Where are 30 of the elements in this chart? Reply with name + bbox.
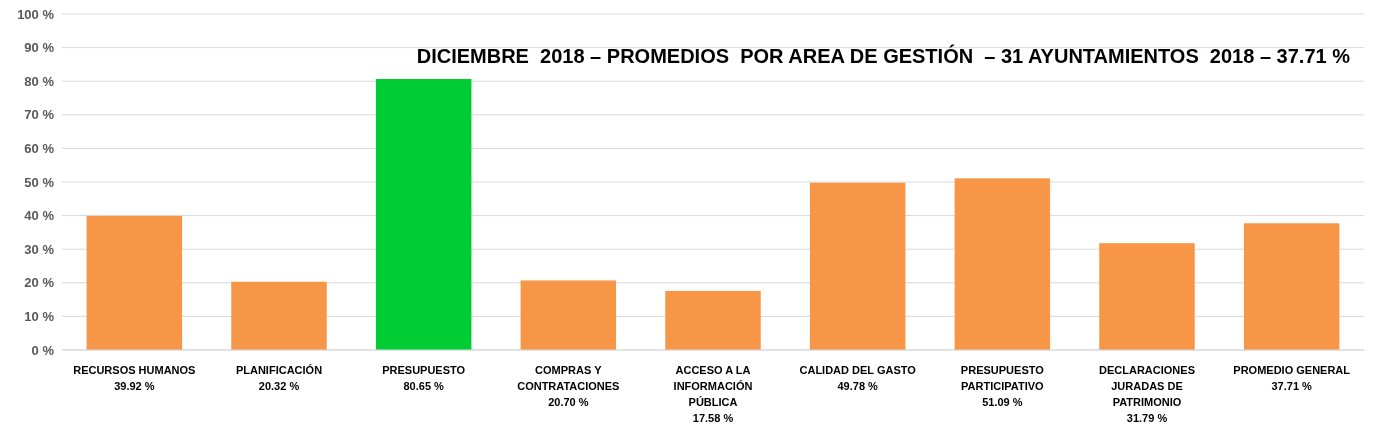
y-tick-label: 70 % [24, 107, 55, 123]
y-tick-label: 10 % [24, 308, 55, 324]
bar [665, 290, 761, 350]
bar [1099, 243, 1195, 350]
x-tick-label: PROMEDIO GENERAL 37.71 % [1233, 364, 1351, 392]
x-tick-label: PLANIFICACIÓN 20.32 % [235, 364, 323, 392]
bar [375, 79, 472, 350]
y-tick-label: 40 % [24, 208, 55, 224]
y-tick-label: 20 % [24, 275, 55, 291]
y-tick-label: 60 % [24, 140, 55, 156]
y-tick-label: 90 % [24, 40, 55, 56]
x-tick-label: ACCESO A LA INFORMACIÓN PÚBLICA 17.58 % [673, 364, 753, 424]
bar [809, 182, 906, 350]
y-tick-label: 50 % [24, 174, 55, 190]
bar [1243, 223, 1340, 350]
x-tick-label: DECLARACIONES JURADAS DE PATRIMONIO 31.79 % [1099, 364, 1195, 424]
bar [86, 215, 183, 350]
text: DICIEMBRE 2018 – PROMEDIOS POR AREA DE GESTIÓN – 31 AYUNTAMIENTOS 2018 – 37.71 % [416, 44, 1351, 67]
y-tick-label: 80 % [24, 73, 55, 89]
x-tick-label: COMPRAS Y CONTRATACIONES 20.70 % [517, 364, 620, 408]
x-tick-label: RECURSOS HUMANOS 39.92 % [73, 364, 196, 392]
y-tick-label: 30 % [24, 241, 55, 257]
bar [520, 280, 617, 350]
x-tick-label: CALIDAD DEL GASTO 49.78 % [799, 364, 917, 392]
y-tick-label: 0 % [31, 342, 55, 358]
y-tick-label: 100 % [17, 6, 55, 22]
bar [231, 281, 327, 350]
x-tick-label: PRESUPUESTO PARTICIPATIVO 51.09 % [960, 364, 1045, 408]
x-tick-label: PRESUPUESTO 80.65 % [382, 364, 466, 392]
bar [954, 178, 1051, 350]
